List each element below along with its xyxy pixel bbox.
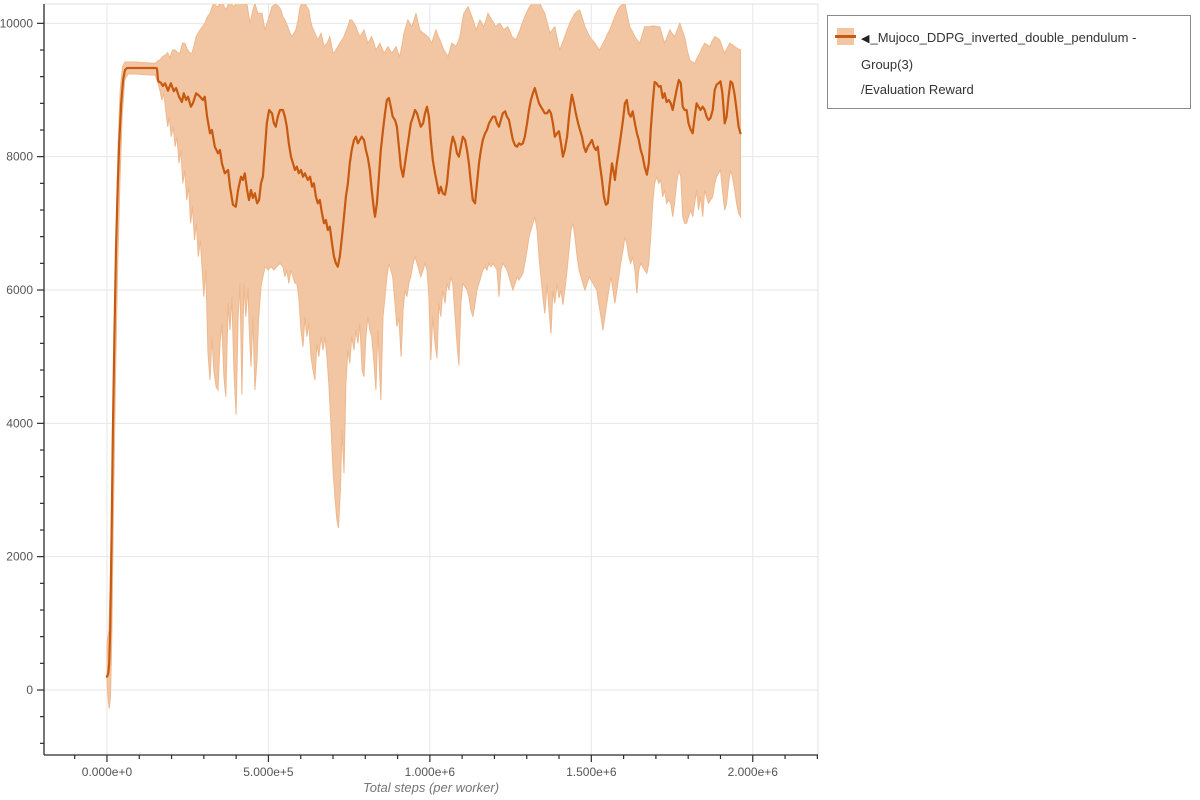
x-axis-title: Total steps (per worker) bbox=[363, 780, 499, 795]
legend-metric-name: /Evaluation Reward bbox=[861, 82, 974, 97]
y-tick-label: 0 bbox=[26, 683, 33, 697]
x-tick-label: 5.000e+5 bbox=[243, 765, 294, 779]
x-tick-label: 2.000e+6 bbox=[728, 765, 779, 779]
legend-swatch-icon bbox=[835, 28, 856, 45]
axes bbox=[43, 4, 818, 756]
x-tick-label: 1.500e+6 bbox=[566, 765, 617, 779]
y-tick-label: 6000 bbox=[6, 283, 33, 297]
confidence-band bbox=[106, 4, 741, 709]
legend-series-name: _Mujoco_DDPG_inverted_double_pendulum - … bbox=[861, 30, 1137, 72]
legend-entry[interactable]: ◀_Mujoco_DDPG_inverted_double_pendulum -… bbox=[861, 25, 1182, 102]
y-tick-label: 8000 bbox=[6, 150, 33, 164]
y-tick-label: 4000 bbox=[6, 416, 33, 430]
y-tick-label: 10000 bbox=[0, 16, 33, 30]
y-tick-label: 2000 bbox=[6, 550, 33, 564]
x-tick-label: 0.000e+0 bbox=[82, 765, 133, 779]
legend-box[interactable]: ◀_Mujoco_DDPG_inverted_double_pendulum -… bbox=[827, 15, 1191, 109]
axis-ticks bbox=[37, 22, 818, 762]
reward-mean-line bbox=[105, 66, 742, 678]
x-tick-label: 1.000e+6 bbox=[405, 765, 456, 779]
axis-tick-labels: 0 2000 4000 6000 8000 10000 0.000e+0 5.000e+5 1.… bbox=[0, 16, 778, 779]
collapse-arrow-icon[interactable]: ◀ bbox=[861, 33, 870, 45]
